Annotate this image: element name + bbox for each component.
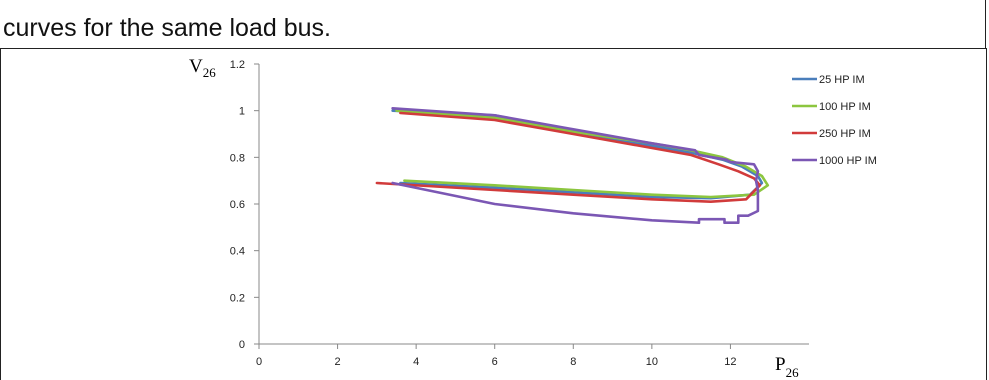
y-tick-label: 0.6 — [230, 199, 245, 211]
legend-label: 100 HP IM — [819, 101, 871, 113]
y-tick-label: 1 — [239, 106, 245, 118]
x-tick-label: 2 — [335, 356, 341, 368]
x-tick-label: 10 — [646, 356, 658, 368]
x-tick-label: 0 — [256, 356, 262, 368]
x-tick-label: 4 — [413, 356, 419, 368]
x-tick-label: 6 — [492, 356, 498, 368]
y-axis-label-main: V — [189, 56, 203, 77]
y-tick-label: 0 — [239, 339, 245, 351]
chart-ticks: 0 0.2 0.4 0.6 0.8 1 1.2 0 2 4 6 8 10 12 — [230, 59, 737, 368]
y-axis-label-sub: 26 — [203, 65, 217, 80]
legend-label: 1000 HP IM — [819, 155, 877, 167]
series-line-2 — [395, 109, 770, 199]
chart-axes — [258, 64, 809, 345]
chart-legend: 25 HP IM 100 HP IM 250 HP IM 1000 HP IM — [792, 74, 877, 167]
y-tick-label: 0.8 — [230, 152, 245, 164]
document-text: curves for the same load bus. — [3, 14, 331, 42]
x-tick-label: 8 — [570, 356, 576, 368]
chart-axis-labels: V26 P26 — [189, 56, 799, 380]
y-tick-label: 0.2 — [230, 292, 245, 304]
y-tick-label: 1.2 — [230, 59, 245, 71]
series-line-4 — [391, 107, 760, 224]
y-tick-label: 0.4 — [230, 246, 245, 258]
pv-curves-chart: 0 0.2 0.4 0.6 0.8 1 1.2 0 2 4 6 8 10 12 25 HP IM 100 H… — [189, 56, 877, 380]
legend-label: 25 HP IM — [819, 74, 865, 86]
x-tick-label: 12 — [724, 356, 736, 368]
series-line-3 — [375, 111, 762, 203]
legend-label: 250 HP IM — [819, 128, 871, 140]
document-text-line: curves for the same load bus. — [0, 0, 986, 49]
chart-series — [375, 107, 770, 224]
x-axis-label-main: P — [775, 354, 786, 375]
x-axis-label: P26 — [775, 354, 799, 380]
y-axis-label: V26 — [189, 56, 216, 80]
chart-frame: 0 0.2 0.4 0.6 0.8 1 1.2 0 2 4 6 8 10 12 25 HP IM 100 H… — [0, 48, 987, 380]
x-axis-label-sub: 26 — [786, 365, 800, 380]
